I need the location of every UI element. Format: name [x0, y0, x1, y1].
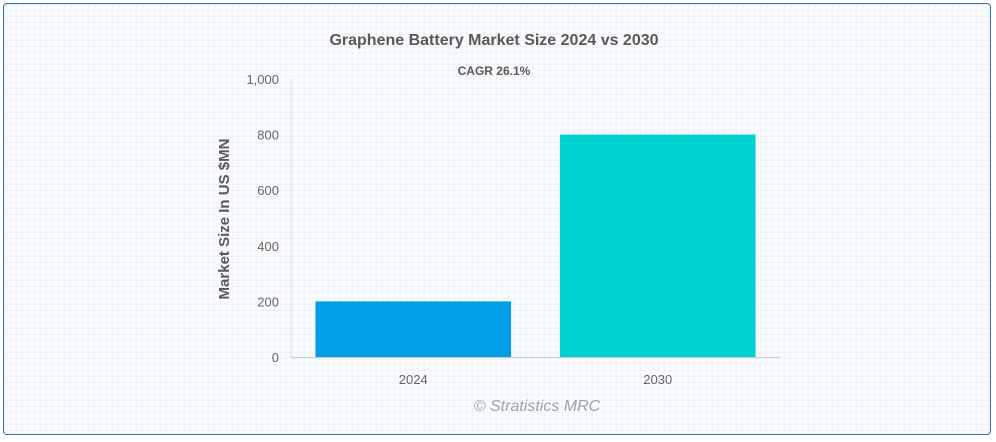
y-tick-label: 800 [257, 128, 279, 143]
bar-2024[interactable] [315, 301, 512, 357]
chart-subtitle: CAGR 26.1% [458, 64, 531, 78]
watermark-text: © Stratistics MRC [474, 398, 601, 415]
x-tick-label: 2024 [399, 372, 428, 387]
x-tick-label: 2030 [643, 372, 672, 387]
chart-title: Graphene Battery Market Size 2024 vs 203… [329, 32, 658, 49]
y-tick-label: 0 [272, 350, 279, 365]
y-tick-label: 600 [257, 183, 279, 198]
y-axis-label: Market Size In US $MN [216, 139, 233, 300]
bars [315, 134, 756, 357]
y-tick-label: 400 [257, 239, 279, 254]
chart-frame [3, 3, 991, 435]
y-tick-label: 1,000 [246, 72, 279, 87]
y-axis-ticks: 0 200 400 600 800 1,000 [246, 72, 279, 365]
y-tick-label: 200 [257, 294, 279, 309]
bar-2030[interactable] [559, 134, 756, 357]
x-axis-ticks: 2024 2030 [399, 372, 672, 387]
